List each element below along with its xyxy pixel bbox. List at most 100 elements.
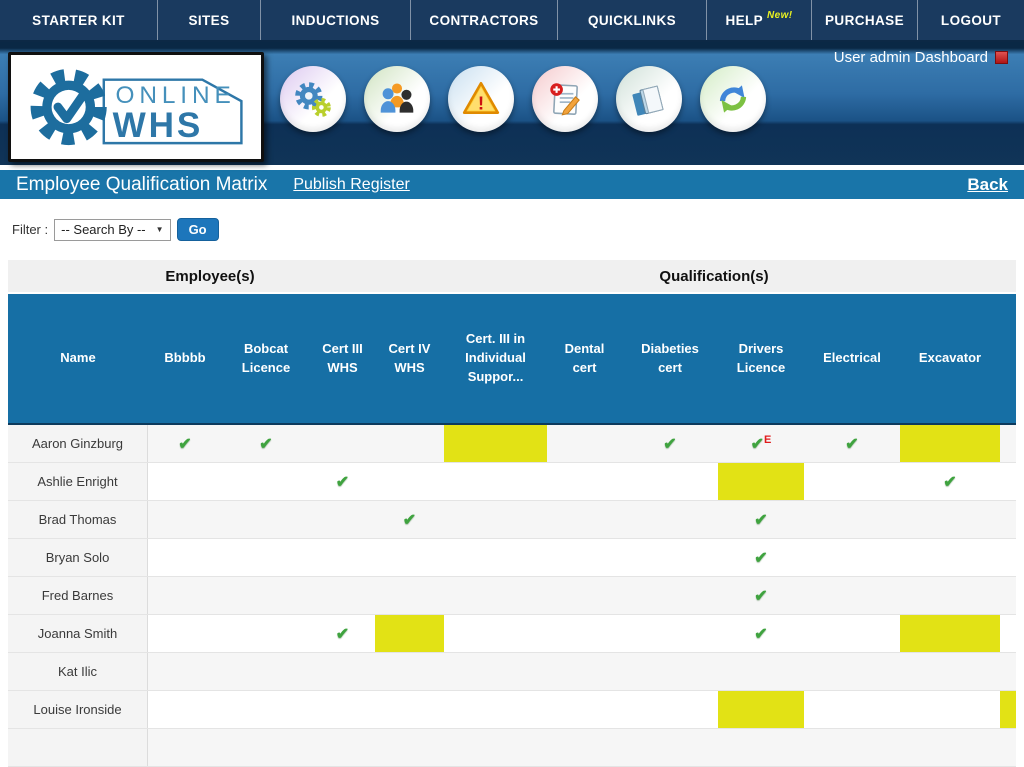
qual-cell-cert4whs[interactable] <box>375 463 444 500</box>
qual-cell-bbbbb[interactable] <box>148 615 222 652</box>
qual-cell-diabeties[interactable] <box>622 615 718 652</box>
user-dashboard-link[interactable]: User admin Dashboard <box>834 49 1008 66</box>
qual-cell-electrical[interactable] <box>804 691 900 728</box>
nav-item-logout[interactable]: LOGOUT <box>918 0 1024 40</box>
qual-cell-drivers[interactable] <box>718 463 804 500</box>
qual-cell-cert3ind[interactable] <box>444 425 547 462</box>
nav-item-quicklinks[interactable]: QUICKLINKS <box>558 0 707 40</box>
go-button[interactable]: Go <box>176 218 219 241</box>
qual-cell-clipped[interactable] <box>1000 463 1016 500</box>
qual-cell-excavator[interactable] <box>900 577 1000 614</box>
qual-cell-dental[interactable] <box>547 539 622 576</box>
publish-register-link[interactable]: Publish Register <box>293 175 410 193</box>
qual-cell-dental[interactable] <box>547 501 622 538</box>
qual-cell-cert4whs[interactable] <box>375 729 444 766</box>
qual-cell-electrical[interactable] <box>804 539 900 576</box>
qual-cell-cert4whs[interactable] <box>375 615 444 652</box>
qual-cell-cert3ind[interactable] <box>444 577 547 614</box>
qual-cell-electrical[interactable] <box>804 501 900 538</box>
qual-cell-drivers[interactable]: ✔ <box>718 539 804 576</box>
qual-cell-cert4whs[interactable] <box>375 539 444 576</box>
qual-cell-cert4whs[interactable] <box>375 653 444 690</box>
qual-cell-clipped[interactable] <box>1000 653 1016 690</box>
qual-cell-dental[interactable] <box>547 615 622 652</box>
warning-icon[interactable]: ! <box>448 66 514 132</box>
qual-cell-clipped[interactable] <box>1000 615 1016 652</box>
qual-cell-cert3whs[interactable]: ✔ <box>310 463 375 500</box>
qual-cell-dental[interactable] <box>547 729 622 766</box>
nav-item-inductions[interactable]: INDUCTIONS <box>261 0 411 40</box>
add-note-icon[interactable] <box>532 66 598 132</box>
qual-cell-dental[interactable] <box>547 653 622 690</box>
qual-cell-cert3whs[interactable] <box>310 501 375 538</box>
qual-cell-excavator[interactable]: ✔ <box>900 463 1000 500</box>
nav-item-sites[interactable]: SITES <box>158 0 261 40</box>
qual-cell-bobcat[interactable] <box>222 463 310 500</box>
qual-cell-dental[interactable] <box>547 425 622 462</box>
qual-cell-bbbbb[interactable] <box>148 501 222 538</box>
qual-cell-cert3ind[interactable] <box>444 463 547 500</box>
qual-cell-bbbbb[interactable] <box>148 691 222 728</box>
qual-cell-cert3whs[interactable] <box>310 653 375 690</box>
qual-cell-excavator[interactable] <box>900 615 1000 652</box>
qual-cell-clipped[interactable] <box>1000 501 1016 538</box>
qual-cell-diabeties[interactable] <box>622 577 718 614</box>
qual-cell-bbbbb[interactable] <box>148 729 222 766</box>
refresh-icon[interactable] <box>700 66 766 132</box>
qual-cell-cert3ind[interactable] <box>444 691 547 728</box>
qual-cell-cert3ind[interactable] <box>444 501 547 538</box>
qual-cell-bobcat[interactable] <box>222 577 310 614</box>
qual-cell-cert4whs[interactable]: ✔ <box>375 501 444 538</box>
qual-cell-diabeties[interactable] <box>622 729 718 766</box>
qual-cell-bobcat[interactable] <box>222 539 310 576</box>
qual-cell-drivers[interactable]: ✔ <box>718 577 804 614</box>
qual-cell-bbbbb[interactable]: ✔ <box>148 425 222 462</box>
qual-cell-dental[interactable] <box>547 577 622 614</box>
qual-cell-cert3whs[interactable]: ✔ <box>310 615 375 652</box>
qual-cell-drivers[interactable] <box>718 729 804 766</box>
qual-cell-cert3ind[interactable] <box>444 729 547 766</box>
qual-cell-diabeties[interactable] <box>622 539 718 576</box>
qual-cell-clipped[interactable] <box>1000 729 1016 766</box>
qual-cell-bbbbb[interactable] <box>148 653 222 690</box>
app-logo[interactable]: ONLINE WHS <box>8 52 264 162</box>
qual-cell-bobcat[interactable] <box>222 615 310 652</box>
qual-cell-drivers[interactable]: ✔ E <box>718 425 804 462</box>
qual-cell-diabeties[interactable]: ✔ <box>622 425 718 462</box>
qual-cell-cert3whs[interactable] <box>310 425 375 462</box>
qual-cell-diabeties[interactable] <box>622 501 718 538</box>
qual-cell-excavator[interactable] <box>900 539 1000 576</box>
qual-cell-diabeties[interactable] <box>622 691 718 728</box>
qual-cell-cert3whs[interactable] <box>310 691 375 728</box>
nav-item-contractors[interactable]: CONTRACTORS <box>411 0 558 40</box>
qual-cell-clipped[interactable] <box>1000 425 1016 462</box>
qual-cell-electrical[interactable] <box>804 577 900 614</box>
qual-cell-excavator[interactable] <box>900 425 1000 462</box>
qual-cell-diabeties[interactable] <box>622 653 718 690</box>
nav-item-starter-kit[interactable]: STARTER KIT <box>0 0 158 40</box>
qual-cell-electrical[interactable] <box>804 615 900 652</box>
qual-cell-excavator[interactable] <box>900 691 1000 728</box>
qual-cell-bobcat[interactable] <box>222 653 310 690</box>
qual-cell-drivers[interactable] <box>718 653 804 690</box>
qual-cell-excavator[interactable] <box>900 501 1000 538</box>
qual-cell-bobcat[interactable]: ✔ <box>222 425 310 462</box>
qual-cell-bobcat[interactable] <box>222 729 310 766</box>
qual-cell-bbbbb[interactable] <box>148 463 222 500</box>
qual-cell-drivers[interactable]: ✔ <box>718 501 804 538</box>
qual-cell-cert3ind[interactable] <box>444 539 547 576</box>
qual-cell-cert4whs[interactable] <box>375 691 444 728</box>
qual-cell-electrical[interactable] <box>804 463 900 500</box>
qual-cell-electrical[interactable] <box>804 653 900 690</box>
qual-cell-bbbbb[interactable] <box>148 577 222 614</box>
qual-cell-cert3ind[interactable] <box>444 653 547 690</box>
qual-cell-cert3whs[interactable] <box>310 577 375 614</box>
qual-cell-drivers[interactable]: ✔ <box>718 615 804 652</box>
qual-cell-clipped[interactable] <box>1000 691 1016 728</box>
qual-cell-electrical[interactable]: ✔ <box>804 425 900 462</box>
users-icon[interactable] <box>364 66 430 132</box>
qual-cell-bobcat[interactable] <box>222 691 310 728</box>
qual-cell-clipped[interactable] <box>1000 577 1016 614</box>
nav-item-help[interactable]: HELP New! <box>707 0 812 40</box>
qual-cell-dental[interactable] <box>547 691 622 728</box>
